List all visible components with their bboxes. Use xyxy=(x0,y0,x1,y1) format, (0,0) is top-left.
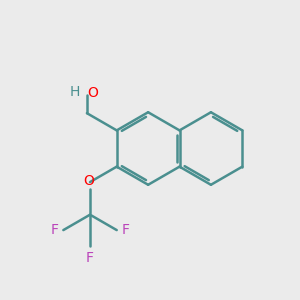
Text: O: O xyxy=(83,174,94,188)
Text: F: F xyxy=(51,223,59,237)
Text: F: F xyxy=(121,223,129,237)
Text: H: H xyxy=(70,85,80,99)
Text: F: F xyxy=(86,251,94,265)
Text: O: O xyxy=(87,86,98,100)
